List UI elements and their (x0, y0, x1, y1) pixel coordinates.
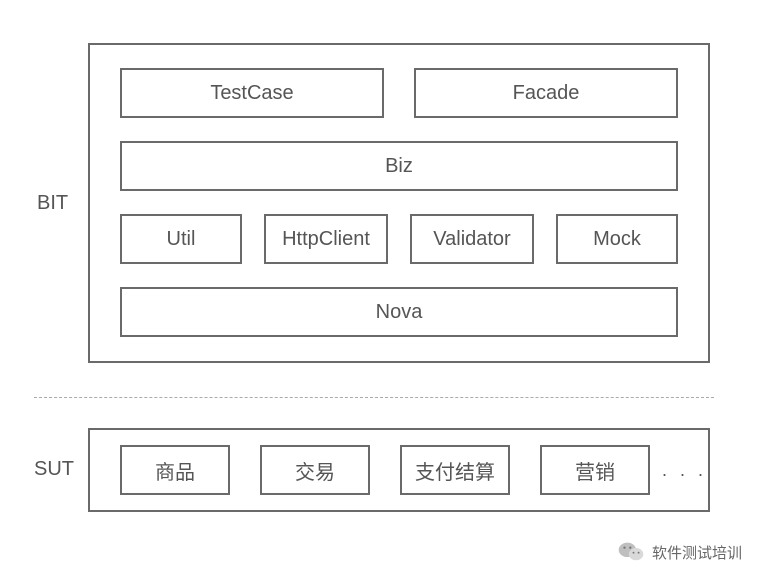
box-goods: 商品 (120, 445, 230, 495)
wechat-icon (618, 541, 644, 563)
box-testcase: TestCase (120, 68, 384, 118)
box-validator: Validator (410, 214, 534, 264)
box-util: Util (120, 214, 242, 264)
box-mock: Mock (556, 214, 678, 264)
sut-ellipsis: . . . (662, 460, 707, 481)
box-trade: 交易 (260, 445, 370, 495)
box-facade: Facade (414, 68, 678, 118)
box-payment: 支付结算 (400, 445, 510, 495)
diagram-canvas: BIT TestCase Facade Biz Util HttpClient … (0, 0, 760, 577)
box-nova: Nova (120, 287, 678, 337)
section-divider (34, 397, 714, 398)
bit-label: BIT (37, 192, 68, 215)
watermark: 软件测试培训 (618, 541, 742, 563)
box-httpclient: HttpClient (264, 214, 388, 264)
sut-label: SUT (34, 458, 74, 481)
box-marketing: 营销 (540, 445, 650, 495)
watermark-text: 软件测试培训 (652, 542, 742, 563)
box-biz: Biz (120, 141, 678, 191)
